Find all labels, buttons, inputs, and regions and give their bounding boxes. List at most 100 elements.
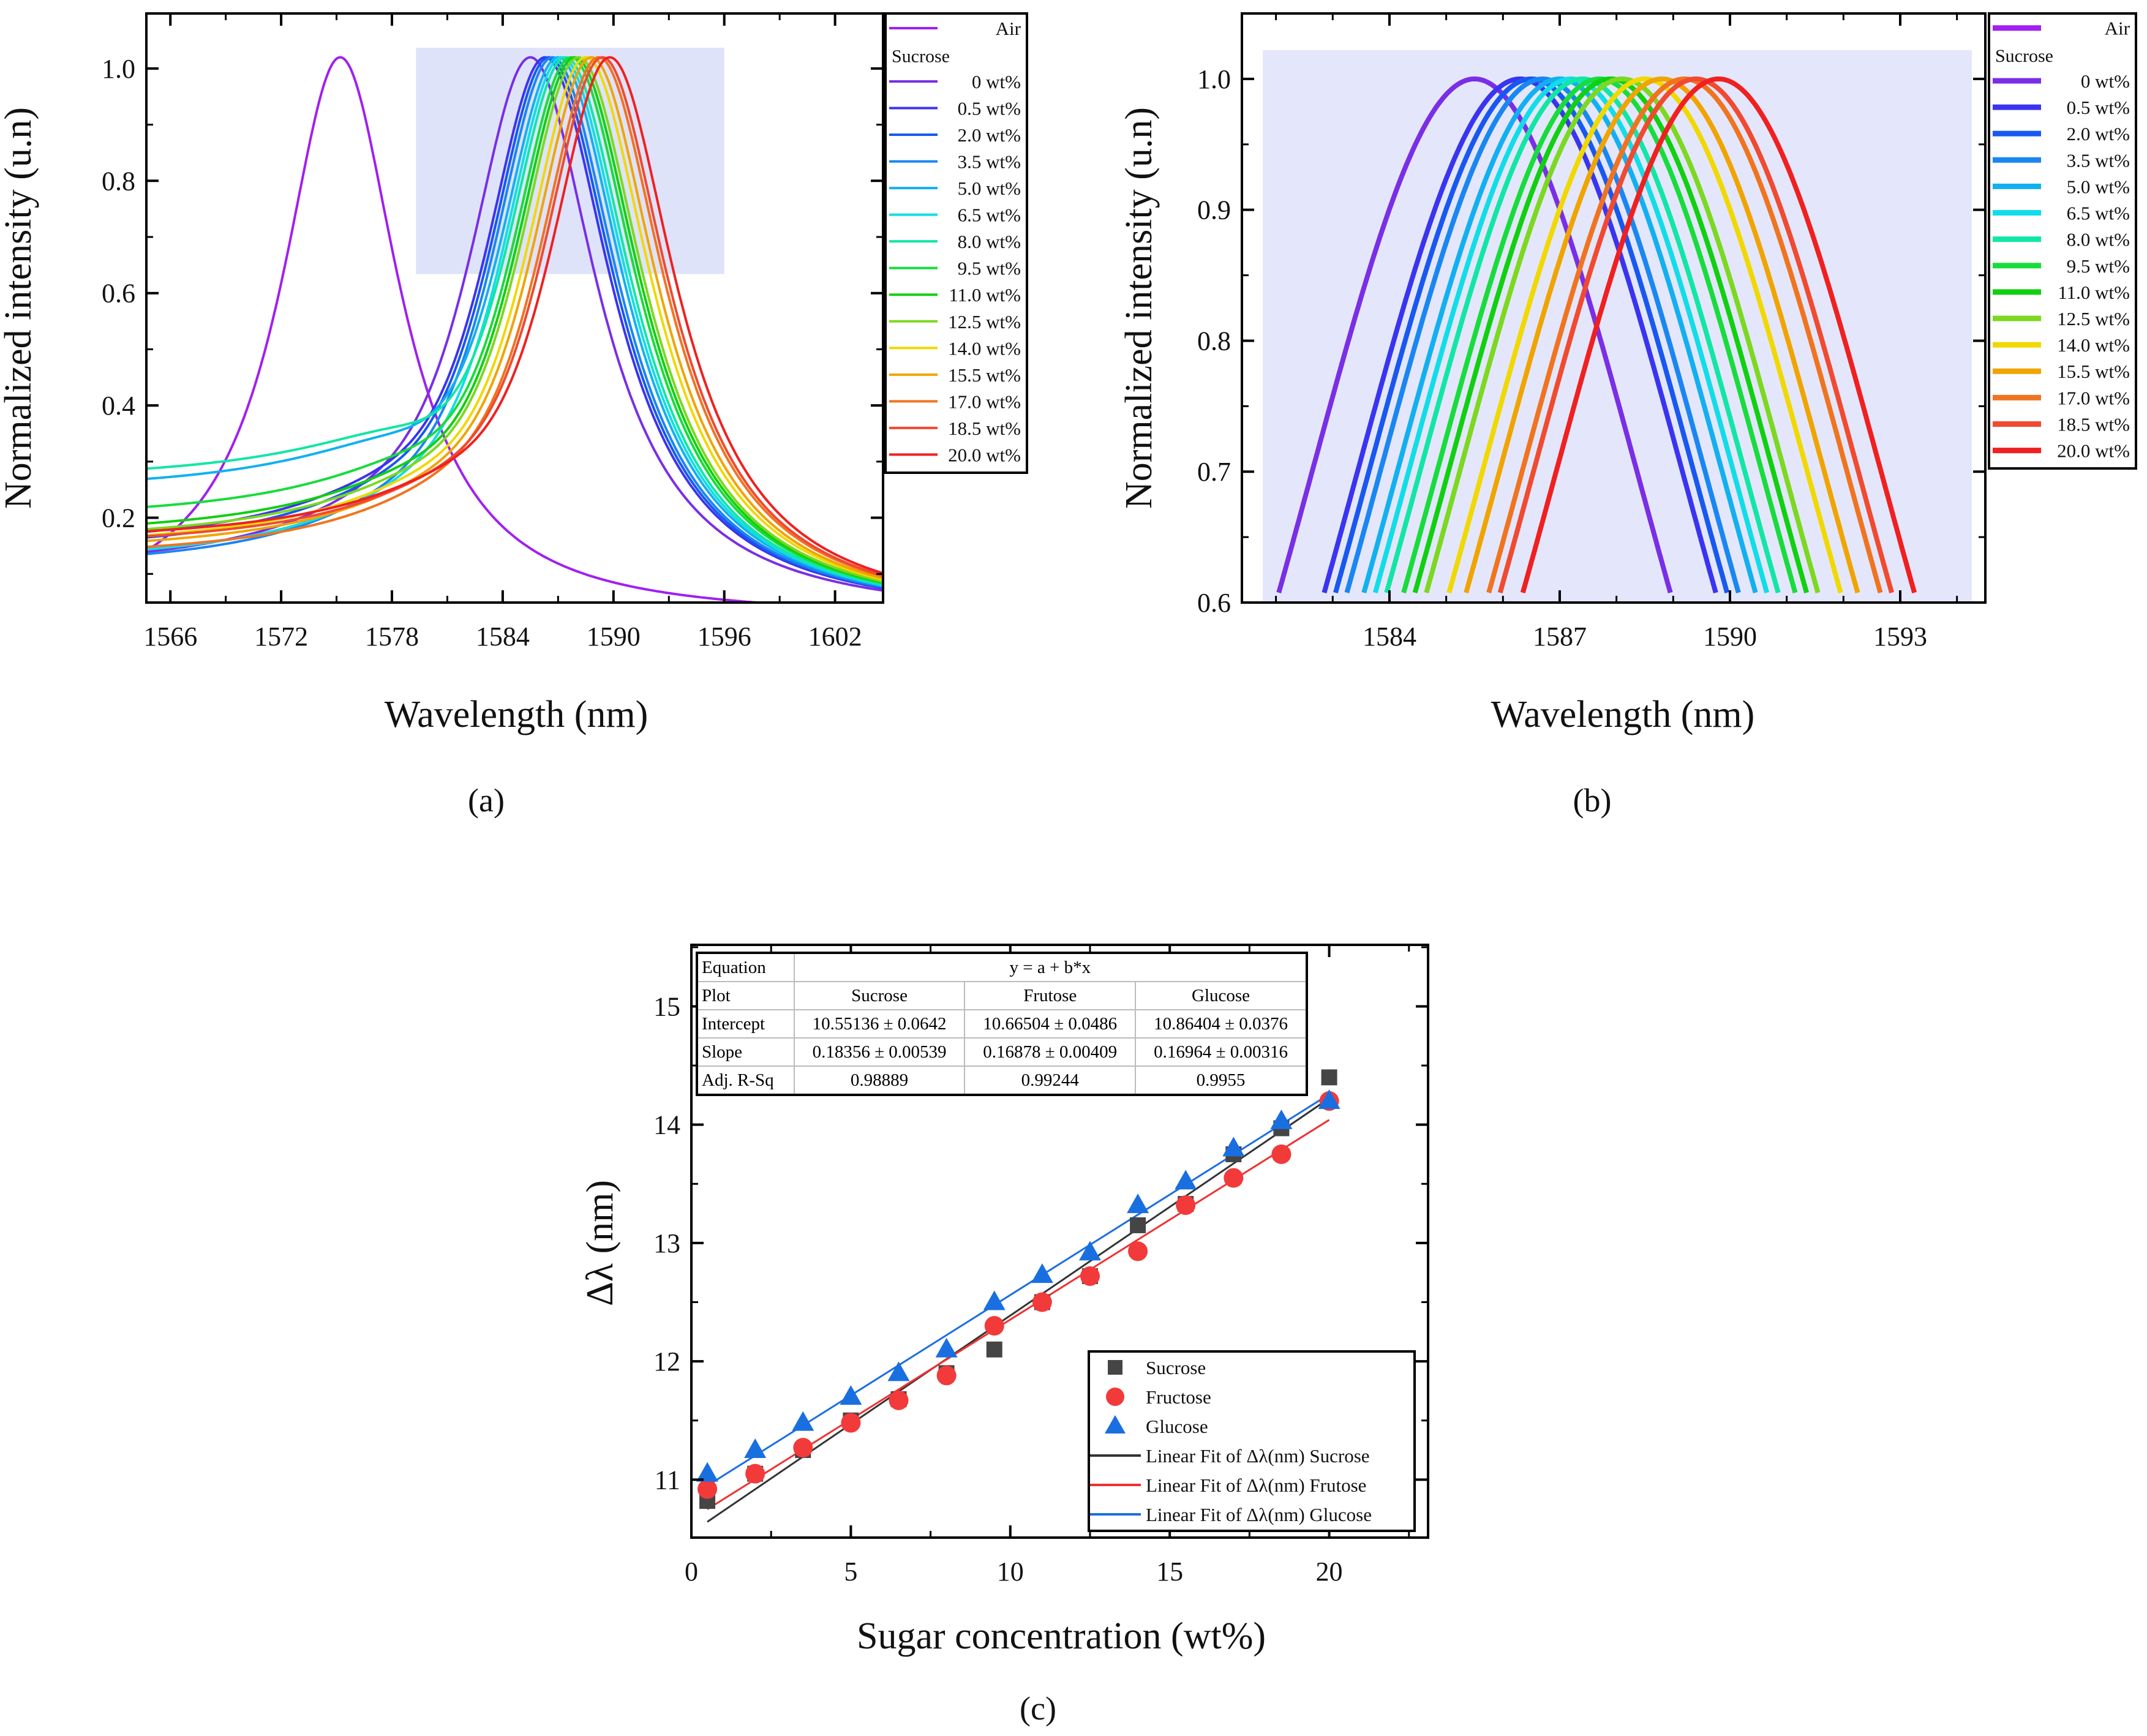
table-cell: 0.16964 ± 0.00316 bbox=[1135, 1037, 1307, 1067]
panel-c: 0 5 10 15 20 11 12 13 14 15 Sucrose Fructose Glucose… bbox=[653, 944, 1429, 1587]
legend-label: 3.5 wt% bbox=[2067, 149, 2130, 171]
legend-label: Sucrose bbox=[1146, 1357, 1206, 1378]
spectrum-line-zoomed bbox=[1384, 76, 1781, 593]
table-header: Sucrose bbox=[793, 981, 966, 1010]
c-y-tick-label: 12 bbox=[653, 1347, 680, 1377]
table-header: Frutose bbox=[964, 981, 1137, 1010]
spectrum-line-sucrose bbox=[146, 56, 883, 581]
legend-label: Air bbox=[996, 18, 1021, 39]
table-row: Plot Sucrose Frutose Glucose bbox=[696, 981, 1307, 1010]
a-y-tick-label: 0.2 bbox=[102, 503, 135, 533]
legend-label: 0.5 wt% bbox=[2067, 97, 2130, 118]
legend-label: Fructose bbox=[1146, 1386, 1211, 1408]
legend-label: 15.5 wt% bbox=[2057, 361, 2130, 382]
legend-label: 0.5 wt% bbox=[958, 98, 1021, 119]
data-point-glucose bbox=[792, 1411, 814, 1431]
spectrum-line-sucrose bbox=[146, 56, 883, 586]
data-point-fructose bbox=[1080, 1266, 1100, 1286]
data-point-glucose bbox=[1222, 1137, 1245, 1157]
b-y-tick-label: 0.8 bbox=[1197, 326, 1231, 356]
spectrum-line-sucrose bbox=[146, 56, 883, 587]
c-x-tick-label: 10 bbox=[997, 1557, 1024, 1587]
c-y-tick-label: 13 bbox=[653, 1228, 680, 1258]
table-cell: 0.18356 ± 0.00539 bbox=[793, 1037, 966, 1067]
data-point-glucose bbox=[1270, 1109, 1293, 1129]
spectrum-line-sucrose bbox=[146, 56, 883, 583]
panel-a-caption: (a) bbox=[468, 782, 505, 819]
legend-label: 9.5 wt% bbox=[2067, 255, 2130, 277]
table-row: Equation y = a + b*x bbox=[696, 952, 1308, 982]
b-x-tick-label: 1587 bbox=[1533, 622, 1587, 652]
spectrum-line-zoomed bbox=[1446, 76, 1843, 593]
data-point-glucose bbox=[1078, 1241, 1101, 1261]
legend-label: 20.0 wt% bbox=[948, 444, 1021, 465]
legend-box bbox=[884, 12, 1028, 474]
data-point-fructose bbox=[936, 1366, 957, 1386]
data-point-fructose bbox=[889, 1390, 909, 1410]
spectrum-line-zoomed bbox=[1344, 76, 1741, 593]
legend-label: Glucose bbox=[1146, 1416, 1208, 1437]
a-x-tick-label: 1566 bbox=[143, 622, 197, 652]
a-y-tick-label: 0.6 bbox=[102, 279, 135, 309]
c-y-tick-label: 15 bbox=[653, 991, 680, 1021]
table-cell: Intercept bbox=[696, 1009, 795, 1039]
table-cell: 10.55136 ± 0.0642 bbox=[793, 1009, 966, 1039]
legend-label: 14.0 wt% bbox=[948, 337, 1021, 359]
legend-fit-label: Linear Fit of Δλ(nm) Glucose bbox=[1146, 1504, 1372, 1525]
table-cell: y = a + b*x bbox=[793, 952, 1308, 982]
spectrum-line-sucrose bbox=[146, 56, 883, 590]
b-x-tick-label: 1593 bbox=[1873, 622, 1927, 652]
data-point-glucose bbox=[840, 1385, 862, 1405]
panel-a-x-axis-title: Wavelength (nm) bbox=[385, 694, 649, 735]
c-x-tick-label: 20 bbox=[1316, 1557, 1343, 1587]
legend-group-title: Sucrose bbox=[892, 46, 950, 66]
legend-fit-label: Linear Fit of Δλ(nm) Sucrose bbox=[1146, 1445, 1370, 1467]
data-point-fructose bbox=[1032, 1292, 1052, 1312]
data-point-glucose bbox=[1175, 1170, 1197, 1190]
a-x-tick-label: 1572 bbox=[254, 622, 308, 652]
table-cell: 10.86404 ± 0.0376 bbox=[1135, 1009, 1307, 1039]
data-point-fructose bbox=[745, 1464, 765, 1484]
legend-fit-label: Linear Fit of Δλ(nm) Frutose bbox=[1146, 1475, 1366, 1496]
table-cell: Slope bbox=[696, 1037, 795, 1067]
legend-label: Air bbox=[2105, 18, 2130, 39]
a-x-tick-label: 1596 bbox=[697, 622, 751, 652]
data-point-fructose bbox=[1224, 1168, 1244, 1188]
a-x-tick-label: 1578 bbox=[365, 622, 419, 652]
data-point-fructose bbox=[697, 1479, 718, 1499]
spectrum-line-zoomed bbox=[1520, 76, 1917, 593]
data-point-fructose bbox=[1271, 1144, 1292, 1164]
legend-label: 18.5 wt% bbox=[2057, 413, 2130, 435]
a-y-tick-label: 1.0 bbox=[102, 54, 135, 84]
data-point-sucrose bbox=[986, 1341, 1002, 1358]
table-cell: 10.66504 ± 0.0486 bbox=[964, 1009, 1137, 1039]
spectrum-line-sucrose bbox=[146, 56, 883, 592]
linear-fit-line-glucose bbox=[707, 1093, 1330, 1487]
a-y-tick-label: 0.4 bbox=[102, 391, 135, 421]
data-point-glucose bbox=[1318, 1089, 1340, 1110]
c-x-tick-label: 5 bbox=[844, 1557, 857, 1587]
data-point-fructose bbox=[1176, 1195, 1196, 1216]
legend-label: 18.5 wt% bbox=[948, 418, 1021, 439]
spectrum-line-sucrose bbox=[146, 56, 883, 580]
table-cell: 0.9955 bbox=[1135, 1065, 1307, 1095]
a-x-tick-label: 1590 bbox=[587, 622, 641, 652]
spectrum-line-zoomed bbox=[1276, 76, 1673, 593]
table-header: Glucose bbox=[1135, 981, 1307, 1010]
legend-label: 11.0 wt% bbox=[2058, 282, 2130, 303]
c-x-tick-label: 15 bbox=[1156, 1557, 1183, 1587]
spectrum-line-zoomed bbox=[1497, 76, 1894, 593]
table-cell: 0.98889 bbox=[793, 1065, 966, 1095]
spectrum-line-sucrose bbox=[146, 56, 883, 577]
c-y-tick-label: 11 bbox=[655, 1465, 680, 1495]
b-x-tick-label: 1590 bbox=[1703, 622, 1757, 652]
legend-label: 0 wt% bbox=[2081, 70, 2130, 92]
table-cell: Equation bbox=[696, 952, 795, 982]
b-y-tick-label: 1.0 bbox=[1197, 64, 1231, 94]
table-cell: 0.99244 bbox=[964, 1065, 1137, 1095]
data-point-sucrose bbox=[1321, 1069, 1337, 1086]
legend-label: 15.5 wt% bbox=[948, 364, 1021, 386]
legend-marker-glucose bbox=[1105, 1415, 1126, 1434]
legend-box bbox=[1088, 1350, 1416, 1532]
data-point-glucose bbox=[1031, 1263, 1053, 1283]
